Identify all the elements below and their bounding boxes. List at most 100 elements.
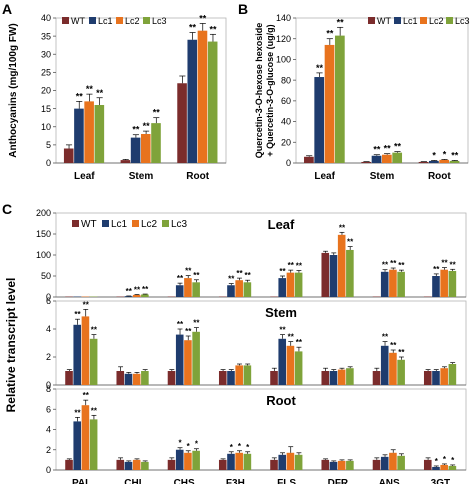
chart-b-sig-Root-Lc2: * [443, 149, 447, 159]
chart-c-stem-bar-3GT-Lc2 [440, 368, 448, 385]
chart-a-bar-Root-Lc1 [187, 39, 198, 163]
chart-b-sig-Leaf-Lc2: ** [326, 29, 334, 39]
chart-c-stem-bar-CHS-Lc3 [192, 331, 200, 385]
chart-c-stem-sig-CHS-Lc2: ** [185, 327, 192, 336]
chart-c-leaf-legend-swatch-WT [72, 220, 79, 227]
chart-a-bar-Stem-Lc1 [130, 137, 141, 163]
chart-c-root-sig-3GT-Lc1: * [435, 457, 439, 466]
chart-c-stem-sig-ANS-Lc3: ** [398, 348, 405, 357]
chart-c-leaf-sig-F3H-Lc3: ** [245, 271, 252, 280]
chart-c-leaf-ytick-label-0: 0 [46, 292, 51, 302]
chart-b-sig-Root-Lc3: ** [451, 150, 459, 160]
chart-a-ytick-label-1: 5 [46, 140, 51, 150]
chart-c-root-bar-ANS-WT [372, 459, 381, 470]
chart-c-root-category-CHS: CHS [174, 478, 195, 484]
chart-a-legend-label-Lc1: Lc1 [98, 16, 113, 26]
chart-c-leaf-sig-ANS-Lc1: ** [382, 261, 389, 270]
chart-c-root-sig-F3H-Lc2: * [238, 442, 242, 451]
chart-c-leaf-bar-FLS-Lc1 [278, 278, 287, 297]
panel-label-b: B [238, 1, 248, 17]
chart-c-root-category-PAL: PAL [72, 478, 91, 484]
chart-c-root-category-CHI: CHI [124, 478, 141, 484]
chart-c-root-sig-PAL-Lc3: ** [91, 406, 98, 415]
chart-c-leaf-sig-3GT-Lc3: ** [450, 260, 457, 269]
chart-c-leaf-bar-3GT-Lc1 [432, 276, 440, 297]
chart-a-sig-Stem-Lc1: ** [132, 125, 140, 135]
chart-b-bar-Stem-Lc2 [382, 154, 392, 163]
chart-c-root-category-ANS: ANS [379, 478, 400, 484]
chart-c-stem-bar-ANS-Lc2 [389, 352, 397, 385]
chart-c-stem-ytick-label-0: 0 [46, 380, 51, 390]
chart-c-root-bar-CHS-WT [167, 459, 176, 470]
chart-b-ytick-label-4: 80 [281, 75, 291, 85]
chart-c-root-bar-FLS-Lc1 [278, 454, 287, 470]
chart-c-root-ytick-label-2: 4 [46, 425, 51, 435]
chart-b-legend-swatch-Lc1 [394, 17, 401, 24]
chart-c-stem-sig-ANS-Lc2: ** [390, 341, 397, 350]
chart-c-leaf-bar-DFR-Lc2 [337, 234, 346, 297]
chart-c-stem-bar-FLS-WT [270, 371, 278, 385]
chart-b-bar-Leaf-WT [304, 156, 314, 163]
chart-b-ytick-label-1: 20 [281, 137, 291, 147]
chart-c-stem-bar-ANS-Lc1 [380, 345, 389, 385]
chart-c-stem-sig-FLS-Lc2: ** [288, 333, 295, 342]
chart-c-root-category-F3H: F3H [226, 478, 245, 484]
chart-c-leaf-bar-CHI-Lc2 [132, 294, 141, 297]
chart-a-bar-Leaf-Lc3 [94, 105, 105, 163]
chart-c-stem-bar-CHS-Lc2 [184, 340, 192, 385]
chart-c-stem-bar-PAL-WT [65, 371, 73, 385]
chart-c-stem-bar-CHS-WT [167, 371, 176, 385]
chart-b-ytick-label-3: 60 [281, 96, 291, 106]
chart-c-stem-bar-3GT-Lc1 [432, 371, 440, 385]
chart-b-bar-Leaf-Lc3 [334, 35, 345, 163]
chart-a-ytick-label-0: 0 [46, 158, 51, 168]
chart-a-ytick-label-6: 30 [41, 49, 51, 59]
chart-a-legend-swatch-WT [62, 17, 69, 24]
chart-c-root-bar-DFR-Lc2 [337, 460, 346, 470]
chart-c-leaf-bar-F3H-Lc1 [227, 285, 235, 297]
chart-a-bar-Leaf-WT [63, 148, 74, 163]
chart-c-leaf-sig-CHS-Lc3: ** [193, 271, 200, 280]
chart-c-leaf-title: Leaf [268, 217, 295, 232]
chart-c-leaf-bar-F3H-Lc3 [243, 282, 252, 297]
chart-c-stem-bar-F3H-Lc1 [227, 371, 235, 385]
chart-b-y-axis-label-0: Quercetin-3-O-hexose hexoside [254, 23, 264, 159]
chart-a-category-Leaf: Leaf [74, 171, 95, 182]
chart-a-category-Root: Root [186, 171, 209, 182]
chart-b-bar-Root-Lc2 [439, 159, 450, 163]
chart-a-category-Stem: Stem [129, 171, 154, 182]
chart-b-bar-Root-Lc3 [449, 160, 460, 163]
chart-c-leaf-sig-CHI-Lc2: ** [134, 285, 141, 294]
chart-c-root-sig-CHS-Lc2: * [187, 442, 191, 451]
chart-a-ytick-label-5: 25 [41, 68, 51, 78]
chart-c-leaf-bar-CHI-Lc1 [124, 296, 133, 297]
chart-c-stem-bar-3GT-WT [423, 371, 432, 385]
chart-a-ytick-label-8: 40 [41, 13, 51, 23]
chart-c-root-ytick-label-4: 8 [46, 384, 51, 394]
panel-label-c: C [2, 201, 12, 217]
chart-b-ytick-label-6: 120 [276, 34, 291, 44]
chart-c-leaf-sig-ANS-Lc2: ** [390, 259, 397, 268]
chart-b-legend-swatch-Lc2 [420, 17, 427, 24]
chart-b-legend-label-Lc2: Lc2 [429, 16, 444, 26]
chart-b-sig-Stem-Lc3: ** [394, 142, 402, 152]
chart-c-leaf-sig-FLS-Lc2: ** [288, 261, 295, 270]
chart-a-ytick-label-4: 20 [41, 86, 51, 96]
chart-c-leaf-sig-3GT-Lc1: ** [433, 265, 440, 274]
chart-c-stem-bar-FLS-Lc2 [286, 345, 295, 385]
chart-c-stem-sig-FLS-Lc3: ** [296, 338, 303, 347]
chart-c-leaf-ytick-label-2: 100 [36, 250, 51, 260]
chart-c-leaf-ytick-label-3: 150 [36, 229, 51, 239]
chart-c-root-sig-F3H-Lc3: * [246, 443, 250, 452]
chart-c-root-bar-3GT-WT [423, 459, 432, 470]
chart-a-bar-Leaf-Lc2 [84, 101, 94, 163]
chart-c-leaf-legend-swatch-Lc2 [132, 220, 139, 227]
chart-a-y-axis-label-0: Anthocyanins (mg/100g FW) [8, 23, 19, 157]
chart-c-root-sig-CHS-Lc3: * [195, 440, 199, 449]
chart-c-leaf-ytick-label-1: 50 [41, 271, 51, 281]
chart-b-legend-label-Lc3: Lc3 [455, 16, 470, 26]
chart-c-leaf-bar-3GT-Lc3 [448, 270, 457, 297]
chart-c-stem-sig-CHS-Lc3: ** [193, 319, 200, 328]
